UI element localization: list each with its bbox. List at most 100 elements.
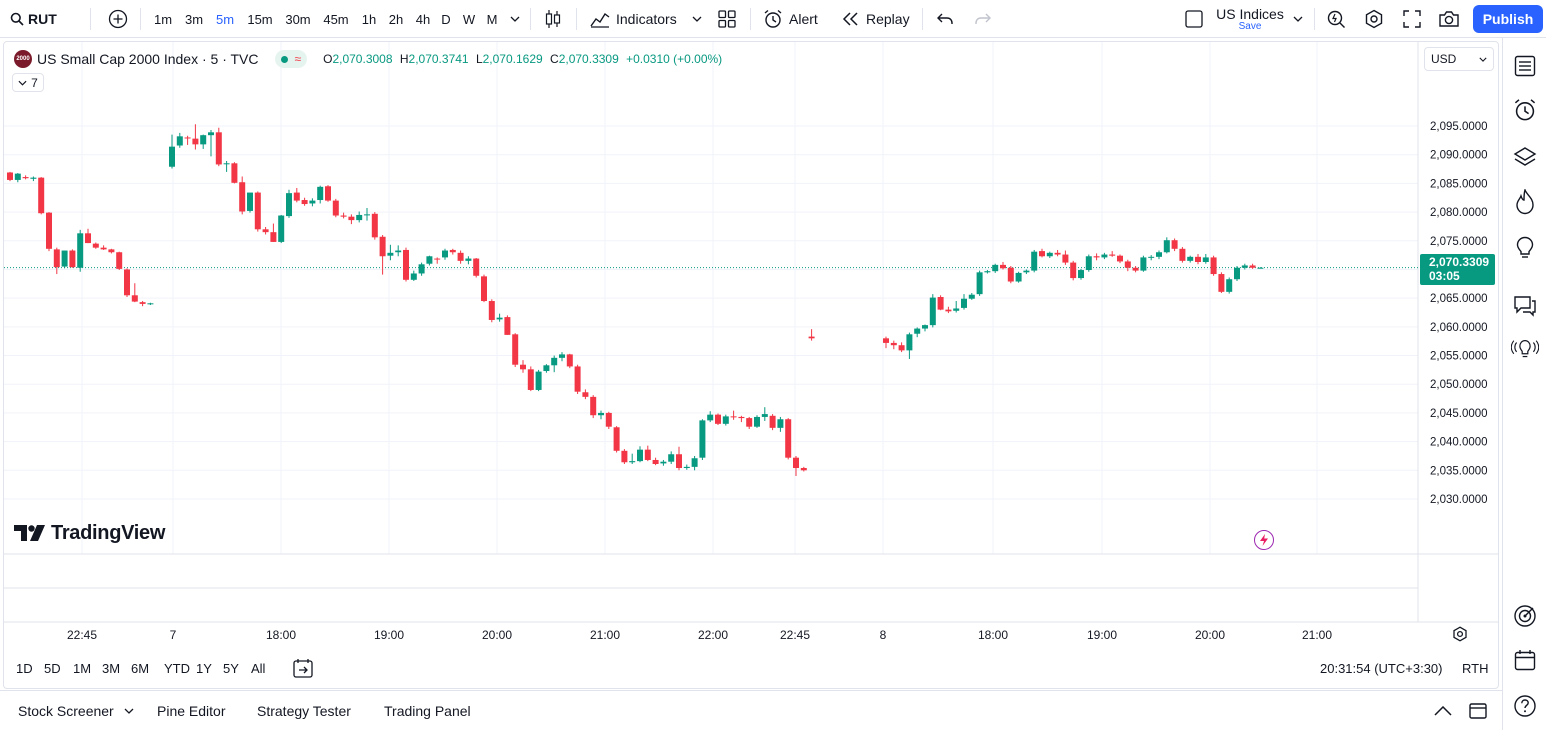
symbol-search-button[interactable]: RUT	[10, 0, 60, 38]
trading-target-button[interactable]	[1511, 602, 1539, 630]
clock-timezone-button[interactable]: 20:31:54 (UTC+3:30)	[1320, 660, 1443, 676]
candle-body	[898, 345, 905, 351]
tab-stock-screener[interactable]: Stock Screener	[18, 691, 134, 731]
streams-button[interactable]	[1511, 336, 1539, 364]
expand-panel-button[interactable]	[1434, 691, 1452, 731]
candle	[754, 415, 760, 428]
interval-4h-button[interactable]: 4h	[415, 11, 431, 27]
chats-button[interactable]	[1511, 292, 1539, 320]
market-status-badge[interactable]: ≈	[274, 50, 308, 68]
candle-body	[410, 273, 417, 280]
layout-save-label: Save	[1238, 20, 1262, 32]
candle-body	[147, 303, 154, 305]
interval-dropdown-button[interactable]	[507, 0, 523, 38]
candle-body	[426, 256, 433, 264]
ideas-button[interactable]	[1511, 234, 1539, 262]
publish-button[interactable]: Publish	[1473, 5, 1543, 33]
lightning-icon	[1260, 534, 1268, 546]
candle	[1046, 251, 1053, 258]
indicators-dropdown-button[interactable]	[690, 0, 704, 38]
range-1m-button[interactable]: 1M	[73, 660, 92, 676]
compare-symbol-button[interactable]	[106, 0, 130, 38]
interval-w-button[interactable]: W	[462, 11, 476, 27]
goto-date-button[interactable]	[292, 657, 314, 679]
range-6m-button[interactable]: 6M	[131, 660, 150, 676]
layout-templates-button[interactable]	[716, 0, 738, 38]
range-5y-button[interactable]: 5Y	[223, 660, 239, 676]
candle-body	[208, 132, 214, 136]
interval-5m-button[interactable]: 5m	[215, 11, 235, 27]
range-5d-button[interactable]: 5D	[44, 660, 61, 676]
candle-body	[652, 459, 659, 464]
interval-15m-button[interactable]: 15m	[247, 11, 273, 27]
maximize-panel-button[interactable]	[1469, 691, 1487, 731]
range-1y-button[interactable]: 1Y	[196, 660, 212, 676]
chevron-down-icon	[1479, 57, 1487, 62]
watchlist-button[interactable]	[1511, 52, 1539, 80]
range-3m-button[interactable]: 3M	[102, 660, 121, 676]
candle-body	[754, 416, 760, 427]
interval-1m-button[interactable]: 1m	[153, 11, 173, 27]
candle-body	[1148, 256, 1155, 258]
range-all-button[interactable]: All	[251, 660, 266, 676]
interval-30m-button[interactable]: 30m	[285, 11, 311, 27]
lightning-button[interactable]	[1254, 530, 1274, 550]
chart-pane[interactable]: 2,095.0000 2,090.0000 2,085.0000 2,080.0000…	[3, 41, 1499, 689]
hotlists-button[interactable]	[1511, 188, 1539, 216]
snapshot-button[interactable]	[1436, 0, 1462, 38]
chevron-down-icon	[18, 80, 27, 86]
interval-1h-button[interactable]: 1h	[361, 11, 377, 27]
range-1d-button[interactable]: 1D	[16, 660, 33, 676]
series-title[interactable]: US Small Cap 2000 Index · 5 · TVC	[37, 51, 259, 67]
alerts-panel-button[interactable]	[1511, 96, 1539, 124]
calendar-arrow-icon	[293, 659, 313, 678]
layout-dropdown-button[interactable]	[1291, 0, 1305, 38]
interval-d-button[interactable]: D	[441, 11, 451, 27]
chart-type-button[interactable]	[542, 0, 564, 38]
interval-3m-button[interactable]: 3m	[184, 11, 204, 27]
settings-button[interactable]	[1362, 0, 1386, 38]
time-axis-settings-button[interactable]	[1452, 626, 1468, 642]
calendar-button[interactable]	[1511, 646, 1539, 674]
tab-pine-editor[interactable]: Pine Editor	[157, 703, 226, 719]
replay-button[interactable]: Replay	[842, 0, 912, 38]
candle	[488, 299, 495, 323]
interval-2h-button[interactable]: 2h	[388, 11, 404, 27]
candle-body	[890, 342, 897, 346]
price-chart[interactable]: 2,095.0000 2,090.0000 2,085.0000 2,080.0000…	[4, 42, 1499, 689]
fullscreen-button[interactable]	[1400, 0, 1424, 38]
indicators-toggle-button[interactable]: 7	[12, 73, 44, 92]
ohlc-values: O2,070.3008 H2,070.3741 L2,070.1629 C2,0…	[323, 52, 723, 66]
quick-search-button[interactable]	[1324, 0, 1348, 38]
range-ytd-button[interactable]: YTD	[164, 660, 190, 676]
layout-name-button[interactable]: US Indices Save	[1214, 0, 1286, 38]
object-tree-button[interactable]	[1511, 143, 1539, 171]
candle-body	[434, 258, 441, 260]
symbol-label: RUT	[28, 11, 57, 27]
candle	[1156, 250, 1162, 260]
interval-m-button[interactable]: M	[486, 11, 498, 27]
tab-trading-panel[interactable]: Trading Panel	[384, 703, 471, 719]
candle	[278, 214, 285, 244]
layout-checkbox[interactable]	[1183, 0, 1205, 38]
candle	[387, 244, 394, 261]
square-icon	[1185, 10, 1203, 28]
help-button[interactable]	[1511, 692, 1539, 720]
indicators-button[interactable]: Indicators	[590, 0, 682, 38]
alert-button[interactable]: Alert	[763, 0, 825, 38]
candle	[1023, 269, 1030, 275]
session-button[interactable]: RTH	[1462, 660, 1489, 676]
redo-button[interactable]	[972, 0, 994, 38]
tab-strategy-tester[interactable]: Strategy Tester	[257, 703, 351, 719]
x-tick-label: 22:45	[780, 628, 810, 642]
candle-body	[488, 301, 495, 320]
candle	[504, 315, 511, 335]
candle	[1117, 254, 1123, 264]
candle	[668, 451, 675, 464]
undo-button[interactable]	[934, 0, 956, 38]
currency-select[interactable]: USD	[1424, 47, 1494, 71]
candle	[309, 198, 316, 207]
candle	[644, 445, 651, 462]
x-tick-label: 18:00	[978, 628, 1008, 642]
interval-45m-button[interactable]: 45m	[323, 11, 349, 27]
